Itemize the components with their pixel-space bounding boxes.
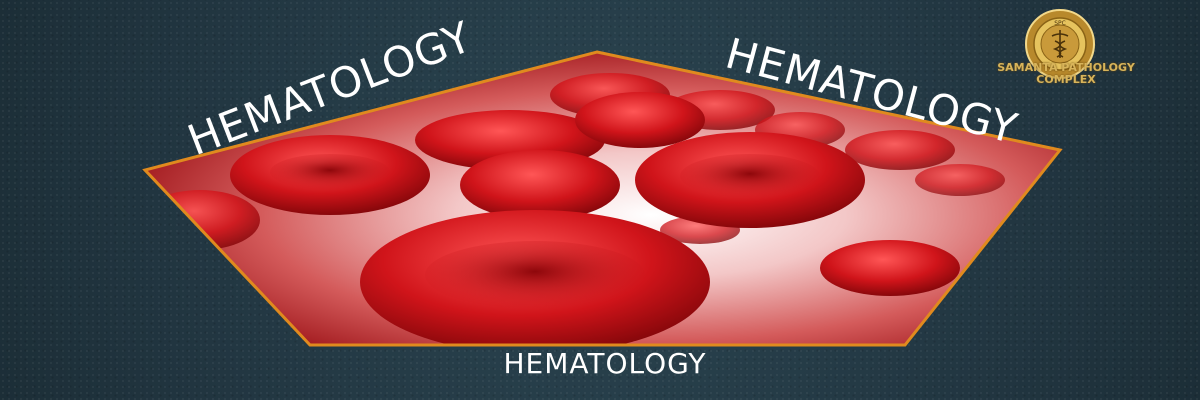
- logo-name-line1: SAMANTA PATHOLOGY: [997, 61, 1135, 74]
- seal-icon: SPC: [1025, 9, 1095, 79]
- samanta-pathology-logo: SPC SAMANTA PATHOLOGY COMPLEX: [986, 8, 1146, 112]
- logo-name-line2: COMPLEX: [1036, 73, 1096, 86]
- heading-bottom: HEMATOLOGY: [503, 347, 706, 380]
- pentagon-frame: [142, 50, 1063, 347]
- logo-name: SAMANTA PATHOLOGY COMPLEX: [986, 62, 1146, 86]
- caduceus-icon: [1051, 30, 1069, 58]
- svg-text:SPC: SPC: [1054, 20, 1066, 27]
